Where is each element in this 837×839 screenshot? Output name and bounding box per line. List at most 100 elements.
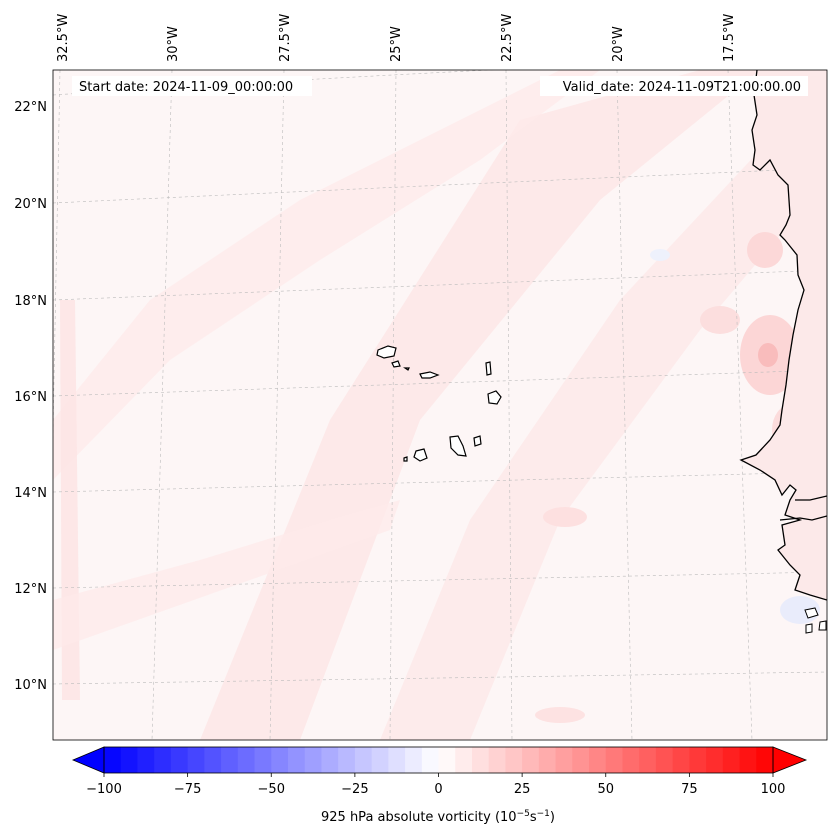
colorbar-tick-label: −25 <box>341 782 368 797</box>
colorbar-segments <box>104 747 774 773</box>
colorbar-segment <box>338 747 356 773</box>
vorticity-field <box>53 70 827 740</box>
colorbar-segment <box>505 747 523 773</box>
vorticity-maximum <box>700 306 740 334</box>
longitude-line <box>505 70 513 740</box>
island <box>391 360 401 368</box>
colorbar-ticks: −100 −75 −50 −25 0 25 50 75 100 <box>86 773 785 797</box>
colorbar-segment <box>672 747 690 773</box>
start-date-text: Start date: 2024-11-09_00:00:00 <box>79 80 293 95</box>
vorticity-minimum <box>650 249 670 261</box>
coastline-line <box>779 515 827 521</box>
colorbar-segment <box>304 747 323 773</box>
colorbar-segment <box>371 747 389 773</box>
colorbar-tick-label: −75 <box>174 782 201 797</box>
colorbar-segment <box>471 747 490 773</box>
island <box>376 345 397 359</box>
island <box>485 361 492 376</box>
latitude-labels: 22°N 20°N 18°N 16°N 14°N 12°N 10°N <box>14 100 47 693</box>
colorbar: −100 −75 −50 −25 0 25 50 75 100 925 hPa absolute… <box>71 746 808 825</box>
island <box>413 448 428 462</box>
colorbar-segment <box>605 747 624 773</box>
latitude-line <box>53 369 827 397</box>
colorbar-segment <box>555 747 573 773</box>
valid-date-box <box>540 76 808 96</box>
longitude-line <box>151 70 173 740</box>
colorbar-tick-label: −50 <box>258 782 285 797</box>
colorbar-segment <box>354 747 373 773</box>
latitude-line <box>53 167 827 204</box>
colorbar-segment <box>104 747 122 773</box>
colorbar-segment <box>739 747 757 773</box>
vorticity-maximum <box>535 707 585 723</box>
lon-label: 17.5°W <box>722 14 737 62</box>
vorticity-band <box>53 500 400 650</box>
lat-label: 12°N <box>14 582 47 597</box>
lon-label: 30°W <box>166 26 181 62</box>
colorbar-segment <box>438 747 456 773</box>
island <box>449 435 467 457</box>
colorbar-segment <box>538 747 557 773</box>
latitude-line <box>53 571 827 589</box>
colorbar-tick-label: 75 <box>681 782 698 797</box>
longitude-line <box>616 70 633 740</box>
colorbar-segment <box>522 747 540 773</box>
island <box>403 456 408 462</box>
african-landmass <box>741 70 827 600</box>
colorbar-segment <box>689 747 707 773</box>
colorbar-segment <box>137 747 155 773</box>
colorbar-tick-label: 50 <box>597 782 614 797</box>
colorbar-tick-label: 100 <box>761 782 786 797</box>
colorbar-segment <box>237 747 256 773</box>
colorbar-label: 925 hPa absolute vorticity (10−5s−1) <box>321 809 555 825</box>
colorbar-segment <box>622 747 640 773</box>
island <box>473 435 482 447</box>
colorbar-tick-label: 25 <box>514 782 531 797</box>
latitude-line <box>53 471 827 493</box>
start-date-box <box>72 76 312 96</box>
lat-label: 20°N <box>14 197 47 212</box>
lon-label: 20°W <box>611 26 626 62</box>
colorbar-segment <box>756 747 774 773</box>
colorbar-segment <box>639 747 657 773</box>
lon-label: 32.5°W <box>56 14 71 62</box>
vorticity-band <box>53 70 600 480</box>
vorticity-maximum <box>543 507 587 527</box>
lat-label: 10°N <box>14 678 47 693</box>
colorbar-segment <box>388 747 406 773</box>
gambia-river <box>795 495 827 501</box>
longitude-labels: 32.5°W 30°W 27.5°W 25°W 22.5°W 20°W 17.5… <box>56 14 737 62</box>
island <box>419 371 440 379</box>
colorbar-segment <box>421 747 440 773</box>
colorbar-segment <box>154 747 172 773</box>
longitude-line <box>727 70 753 740</box>
colorbar-min-extend <box>71 746 105 774</box>
colorbar-segment <box>321 747 339 773</box>
colorbar-tick-label: −100 <box>86 782 122 797</box>
vorticity-band <box>200 70 760 740</box>
colorbar-segment <box>572 747 590 773</box>
lon-label: 22.5°W <box>500 14 515 62</box>
colorbar-segment <box>204 747 222 773</box>
african-coastline <box>739 70 827 634</box>
map-frame <box>52 69 828 741</box>
colorbar-max-extend <box>772 746 808 774</box>
coastline-line <box>739 70 827 601</box>
lat-label: 14°N <box>14 486 47 501</box>
colorbar-segment <box>655 747 674 773</box>
colorbar-segment <box>722 747 741 773</box>
colorbar-segment <box>488 747 507 773</box>
lat-label: 18°N <box>14 294 47 309</box>
colorbar-segment <box>187 747 205 773</box>
colorbar-segment <box>287 747 306 773</box>
colorbar-segment <box>405 747 423 773</box>
vorticity-band <box>380 100 827 740</box>
latitude-line <box>53 671 827 685</box>
colorbar-segment <box>120 747 139 773</box>
island <box>403 367 410 371</box>
colorbar-segment <box>221 747 239 773</box>
colorbar-segment <box>589 747 607 773</box>
longitude-line <box>389 70 397 740</box>
vorticity-maximum <box>758 343 778 367</box>
